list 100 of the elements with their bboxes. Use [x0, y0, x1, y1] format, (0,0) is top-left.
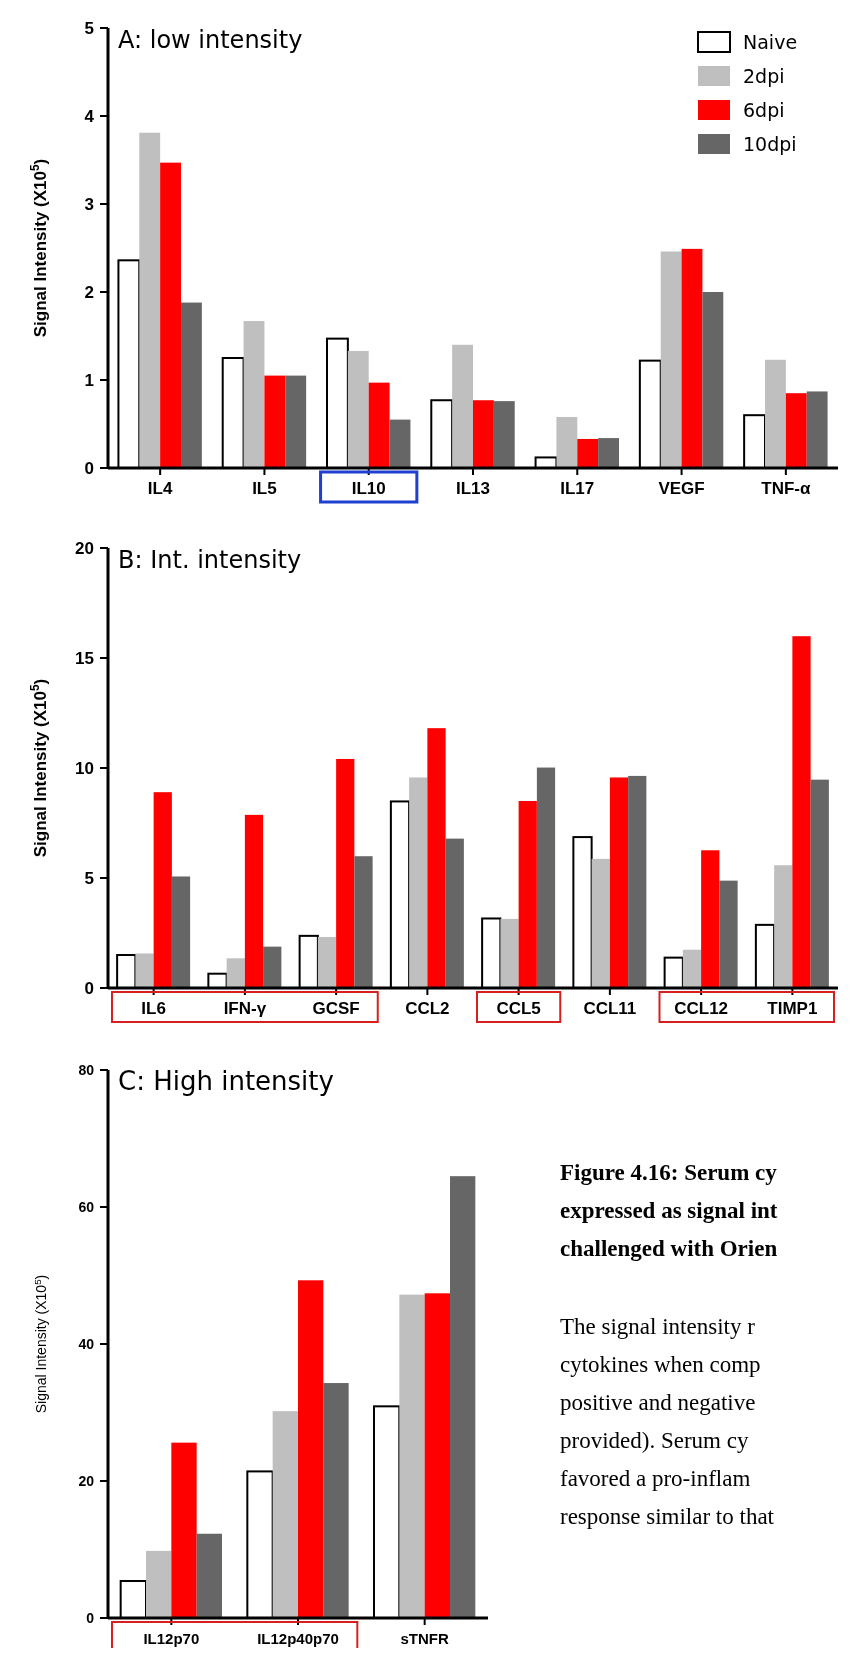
bar: [196, 1533, 222, 1618]
bar: [135, 953, 154, 988]
bar: [810, 779, 829, 988]
text: favored a pro-inflam: [560, 1466, 751, 1491]
bar: [171, 1442, 197, 1618]
text: expressed as signal int: [560, 1198, 778, 1223]
chart-title: A: low intensity: [118, 26, 303, 54]
y-tick-label: 5: [84, 18, 94, 38]
bar: [792, 636, 811, 988]
caption: Figure 4.16: Serum cy: [560, 1160, 778, 1185]
y-tick-label: 0: [84, 458, 94, 478]
x-tick-label: CCL5: [496, 999, 541, 1018]
bar: [181, 302, 202, 468]
bar: [660, 251, 682, 468]
x-tick-label: IL12p40p70: [257, 1630, 339, 1647]
bar: [536, 767, 556, 988]
x-tick-label: IL13: [455, 479, 491, 498]
bar: [285, 375, 307, 468]
y-tick-label: 1: [84, 370, 94, 390]
text: positive and negative: [560, 1390, 756, 1415]
y-tick-label: 20: [78, 1472, 95, 1489]
y-tick-label: 4: [84, 106, 95, 126]
y-tick-label: 60: [78, 1198, 95, 1215]
text: cytokines when comp: [560, 1352, 761, 1377]
bar: [445, 838, 464, 988]
bar: [591, 858, 610, 988]
bar: [628, 775, 647, 988]
legend-label: Naive: [743, 30, 798, 53]
y-tick-label: 0: [84, 978, 94, 998]
bar: [263, 946, 282, 988]
legend-label: 6dpi: [743, 98, 785, 121]
bar: [146, 1550, 172, 1618]
x-tick-label: GCSF: [312, 999, 360, 1018]
x-tick-label: IL5: [252, 479, 277, 498]
bar: [450, 1176, 476, 1619]
bar: [785, 393, 807, 468]
text: challenged with Orien: [560, 1236, 778, 1261]
bar: [139, 132, 161, 468]
bar: [272, 1411, 298, 1618]
y-tick-label: 2: [84, 282, 94, 302]
y-tick-label: 10: [75, 758, 94, 778]
bar: [226, 958, 245, 988]
y-tick-label: 40: [78, 1335, 95, 1352]
bar: [264, 375, 286, 468]
bar: [243, 321, 265, 468]
x-tick-label: CCL2: [405, 999, 450, 1018]
bar: [701, 850, 720, 988]
bar: [500, 918, 519, 988]
bar: [427, 728, 446, 988]
bar: [598, 438, 619, 468]
bar: [354, 856, 373, 988]
bar: [774, 865, 793, 988]
text: response similar to that: [560, 1504, 775, 1529]
x-tick-label: IL17: [560, 479, 595, 498]
bar: [682, 949, 702, 988]
bar: [171, 876, 191, 988]
y-tick-label: 3: [84, 194, 94, 214]
bar: [518, 801, 537, 988]
bar: [556, 416, 578, 468]
x-tick-label: VEGF: [658, 479, 705, 498]
text: The signal intensity r: [560, 1314, 756, 1339]
y-tick-label: 0: [86, 1609, 95, 1626]
bar: [702, 292, 724, 468]
bar: [399, 1294, 425, 1618]
x-tick-label: IFN-γ: [223, 999, 267, 1018]
bar: [424, 1293, 450, 1618]
x-tick-label: IL4: [147, 479, 173, 498]
chart-title: C: High intensity: [118, 1066, 334, 1096]
bar: [765, 359, 786, 468]
bar: [323, 1383, 349, 1619]
bar: [806, 391, 828, 468]
legend-label: 2dpi: [743, 64, 785, 87]
y-tick-label: 20: [75, 538, 94, 558]
bar: [681, 248, 703, 468]
x-tick-label: TIMP1: [767, 999, 818, 1018]
legend-label: 10dpi: [743, 132, 797, 155]
y-tick-label: 15: [75, 648, 94, 668]
bar: [577, 438, 599, 468]
chart-title: B: Int. intensity: [118, 546, 302, 574]
bar: [389, 419, 411, 468]
x-tick-label: TNF-α: [761, 479, 811, 498]
bar: [317, 936, 337, 988]
x-tick-label: IL12p70: [143, 1630, 200, 1647]
bar: [493, 401, 515, 468]
bar: [719, 880, 738, 988]
y-tick-label: 5: [84, 868, 94, 888]
bar: [347, 350, 369, 468]
bar: [160, 162, 181, 468]
bar: [473, 400, 494, 468]
bar: [368, 382, 390, 468]
bar: [244, 814, 264, 988]
text: provided). Serum cy: [560, 1428, 749, 1453]
x-tick-label: CCL11: [583, 999, 637, 1018]
bar: [409, 777, 428, 988]
bar: [336, 758, 355, 988]
x-tick-label: IL6: [141, 999, 166, 1018]
x-tick-label: IL10: [351, 479, 386, 498]
y-tick-label: 80: [78, 1061, 95, 1078]
bar: [298, 1280, 324, 1619]
bar: [609, 777, 629, 988]
